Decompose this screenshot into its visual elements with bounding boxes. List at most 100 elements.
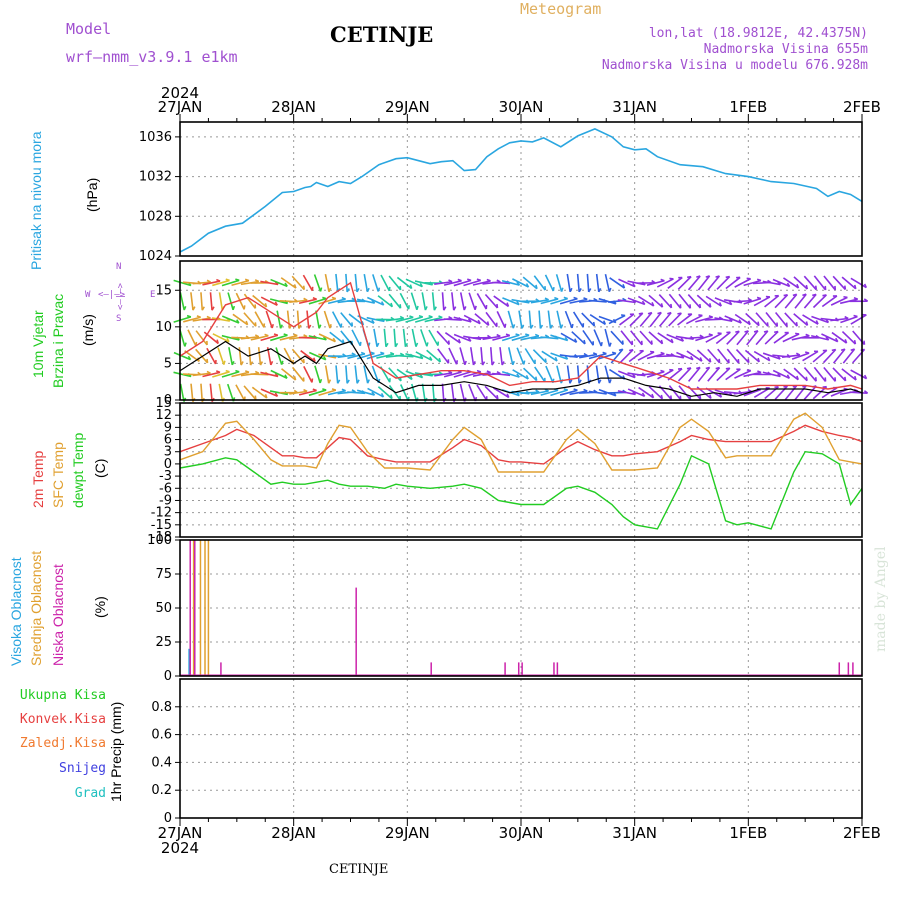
wind-arrow-head	[183, 306, 187, 311]
wind-arrow-head	[592, 321, 596, 327]
wind-arrow-head	[757, 357, 760, 363]
wind-arrow-head	[418, 314, 424, 318]
wind-arrow	[270, 334, 288, 342]
cloud-ytick-label: 75	[155, 567, 172, 582]
wind-arrow-head	[331, 296, 337, 300]
wind-arrow-head	[419, 282, 424, 288]
top-time-label: 27JAN	[158, 98, 203, 116]
precip-legend-snow: Snijeg	[59, 761, 106, 776]
top-time-label: 28JAN	[271, 98, 316, 116]
compass-east: E	[150, 290, 156, 300]
wind-arrow	[620, 330, 633, 346]
wind-arrow-head	[264, 302, 268, 308]
wind-arrow	[314, 365, 321, 384]
wind-arrow	[227, 292, 234, 311]
wind-arrow-head	[805, 376, 808, 381]
compass-south: S	[116, 314, 122, 324]
wind-arrow	[226, 383, 235, 402]
wind-arrow	[677, 367, 692, 382]
top-time-label: 1FEB	[729, 98, 767, 116]
wind-arrow	[555, 274, 563, 292]
wind-arrow-head	[303, 388, 308, 393]
wind-arrow-head	[245, 320, 249, 326]
wind-arrow	[810, 334, 829, 341]
wind-arrow-head	[516, 373, 520, 378]
wind-arrow-head	[554, 356, 558, 362]
wind-arrow-head	[534, 333, 540, 337]
wind-arrow	[257, 347, 262, 366]
wind-arrow-head	[573, 388, 578, 392]
wind-arrow	[173, 351, 191, 361]
wind-arrow	[656, 278, 674, 288]
wind-arrow-head	[795, 352, 801, 356]
wind-arrow	[571, 331, 586, 345]
wind-arrow	[298, 298, 317, 305]
temp-ytick-label: 3	[164, 445, 172, 460]
wind-arrow	[686, 350, 703, 362]
wind-arrow	[366, 352, 385, 360]
top-year-label: 2024	[161, 84, 199, 102]
wind-arrow-head	[738, 319, 742, 324]
wind-arrow	[803, 385, 817, 400]
wind-arrow	[453, 279, 472, 287]
wind-arrow	[472, 280, 491, 286]
wind-arrow-head	[512, 360, 515, 366]
wind-arrow-head	[504, 323, 507, 328]
bottom-time-label: 31JAN	[612, 824, 657, 842]
wind-ytick-label: 10	[155, 320, 172, 335]
wind-arrow-head	[863, 298, 869, 302]
wind-arrow	[666, 353, 685, 359]
wind-arrow-head	[840, 348, 846, 352]
wind-arrow	[559, 297, 578, 305]
wind-arrow-head	[853, 296, 858, 300]
wind-arrow-head	[608, 342, 612, 347]
wind-arrow-head	[455, 360, 459, 365]
wind-arrow	[250, 373, 269, 376]
wind-speed-line	[179, 340, 863, 397]
pressure-ytick-label: 1036	[139, 130, 172, 145]
wind-arrow	[839, 390, 858, 396]
wind-arrow	[524, 348, 536, 365]
wind-arrow	[388, 384, 401, 401]
wind-arrow-head	[206, 315, 211, 319]
wind-arrow	[802, 314, 819, 325]
wind-arrow-head	[467, 318, 472, 323]
wind-arrow	[192, 281, 211, 285]
wind-arrow-head	[322, 296, 327, 300]
wind-arrow-head	[235, 369, 240, 373]
wind-arrow	[363, 273, 369, 292]
wind-arrow-head	[249, 361, 254, 366]
wind-arrow-head	[560, 287, 564, 292]
wind-arrow	[764, 295, 780, 308]
wind-arrow-head	[844, 315, 849, 320]
wind-arrow-head	[583, 339, 586, 345]
wind-arrow	[724, 315, 742, 324]
wind-ytick-label: 5	[164, 356, 172, 371]
wind-arrow	[521, 335, 540, 341]
wind-arrow-head	[380, 392, 385, 398]
wind-arrow	[802, 350, 819, 362]
wind-arrow-head	[756, 296, 762, 300]
wind-arrow	[441, 292, 445, 311]
wind-arrow	[637, 351, 655, 361]
wind-arrow-head	[583, 388, 588, 392]
wind-arrow	[559, 389, 578, 396]
wind-arrow-head	[805, 321, 809, 326]
wind-arrow-head	[319, 287, 323, 292]
wind-arrow	[629, 312, 644, 327]
wind-arrow	[276, 310, 282, 329]
wind-arrow-head	[319, 378, 323, 384]
wind-arrow	[453, 316, 472, 323]
wind-arrow	[405, 316, 423, 323]
wind-arrow-head	[690, 355, 694, 361]
wind-arrow	[772, 278, 790, 288]
wind-arrow-head	[708, 315, 713, 318]
wind-arrow	[628, 350, 645, 363]
temp-ytick-label: 15	[155, 396, 172, 411]
wind-arrow	[841, 330, 856, 345]
bottom-time-label: 1FEB	[729, 824, 767, 842]
wind-arrow-head	[467, 278, 472, 282]
wind-arrow-head	[660, 394, 664, 400]
wind-arrow	[217, 347, 225, 365]
wind-arrow	[793, 367, 808, 382]
